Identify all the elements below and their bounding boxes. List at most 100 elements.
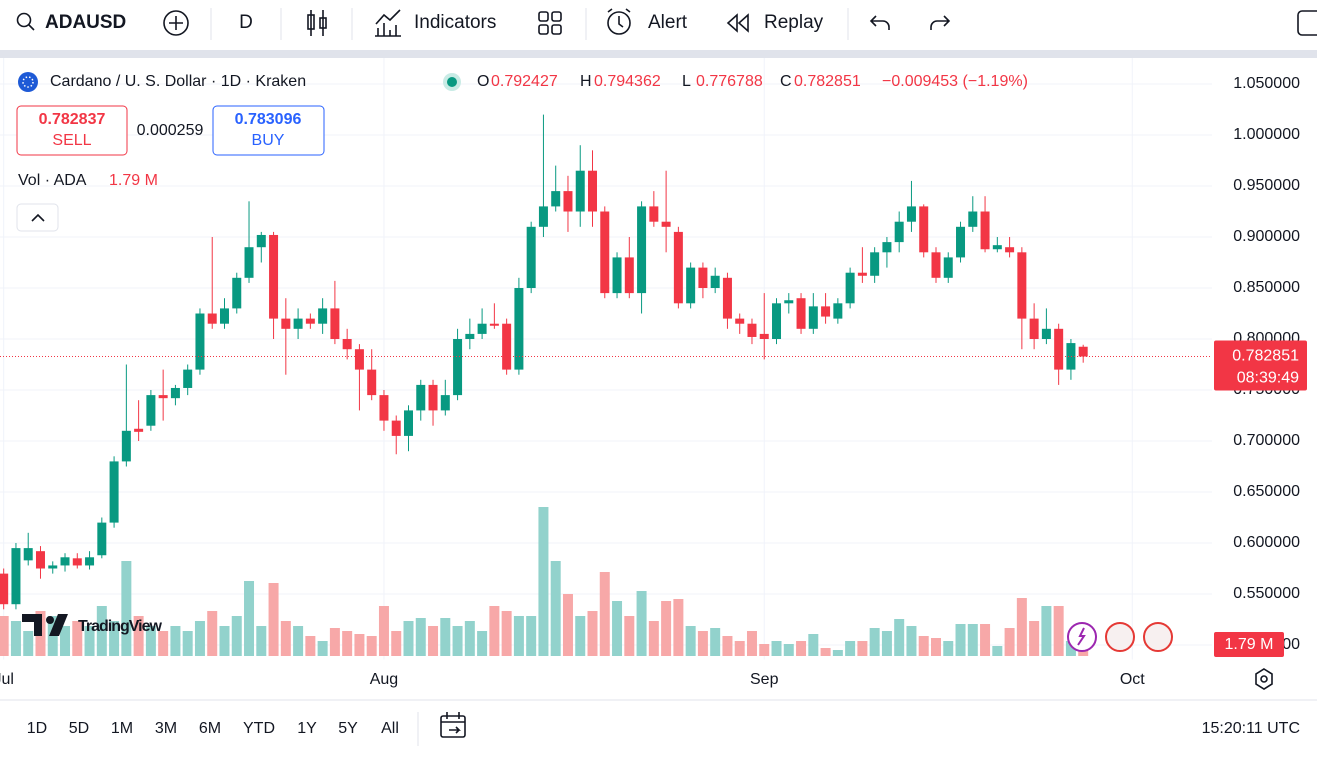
- y-tick-label: 0.850000: [1233, 279, 1300, 296]
- volume-bar: [280, 621, 291, 656]
- indicators-label: Indicators: [414, 12, 496, 33]
- indicators-button[interactable]: Indicators: [375, 9, 496, 37]
- volume-bar: [538, 507, 549, 656]
- volume-bar: [145, 626, 156, 656]
- volume-bar: [428, 626, 439, 656]
- candle-body: [833, 303, 843, 319]
- ohlc-letter: H: [580, 73, 592, 90]
- logo-mark: [22, 614, 42, 636]
- range-bar: 1D 5D 1M 3M 6M YTD 1Y 5Y All: [27, 720, 399, 737]
- volume-bar: [881, 631, 892, 656]
- ohlc-value: 0.794362: [594, 73, 661, 90]
- volume-value: 1.79 M: [109, 172, 158, 189]
- candle-body: [502, 323, 512, 370]
- y-tick-label: 0.650000: [1233, 483, 1300, 500]
- volume-bar: [955, 624, 966, 656]
- sell-button[interactable]: [16, 105, 128, 156]
- alert-button[interactable]: Alert: [607, 8, 688, 35]
- range-button[interactable]: 1Y: [297, 720, 317, 737]
- symbol-logo-dots: [22, 76, 34, 88]
- flag-badge: [1143, 622, 1173, 652]
- buy-button[interactable]: [212, 105, 325, 156]
- candle-body: [722, 277, 732, 319]
- logo-mark: [46, 616, 54, 624]
- volume-bar: [1053, 606, 1064, 656]
- candle-body: [514, 288, 524, 370]
- range-button[interactable]: 5D: [69, 720, 89, 737]
- redo-button[interactable]: [930, 15, 951, 30]
- grid-icon: [551, 24, 562, 35]
- layouts-button[interactable]: [538, 11, 562, 35]
- undo-button[interactable]: [869, 15, 890, 30]
- symbol: ADAUSD: [45, 12, 126, 33]
- candle-body: [109, 461, 119, 523]
- calendar-icon: [440, 715, 466, 738]
- candle-body: [391, 420, 401, 436]
- symbol-search[interactable]: ADAUSD: [16, 12, 127, 33]
- interval[interactable]: D: [239, 12, 253, 33]
- ohlc-letter: C: [780, 73, 792, 90]
- range-button[interactable]: 1D: [27, 720, 47, 737]
- candle-body: [894, 221, 904, 243]
- candle-body: [772, 303, 782, 340]
- volume-bar: [845, 641, 856, 656]
- chart-pane: [0, 58, 1212, 660]
- volume-bar: [158, 631, 169, 656]
- volume-bar: [121, 561, 132, 656]
- axis-settings[interactable]: [1255, 668, 1273, 690]
- candle-body: [1078, 346, 1088, 357]
- candle-icon-body: [319, 17, 327, 29]
- symbol-logo: [18, 72, 38, 92]
- range-button[interactable]: 6M: [199, 720, 221, 737]
- volume-bar: [759, 644, 770, 656]
- range-button[interactable]: 3M: [155, 720, 177, 737]
- candle-body: [11, 548, 21, 605]
- volume-bar: [317, 641, 328, 656]
- candle-body: [416, 384, 426, 411]
- volume-bar: [84, 626, 95, 656]
- candle-body: [72, 558, 82, 566]
- candle-body: [330, 308, 340, 340]
- volume-bar: [256, 626, 267, 656]
- candle-body: [747, 323, 757, 337]
- range-button[interactable]: 5Y: [338, 720, 358, 737]
- volume-bar: [170, 626, 181, 656]
- search-icon: [16, 12, 32, 28]
- candle-body: [538, 206, 548, 227]
- chart-type[interactable]: [307, 10, 327, 36]
- logo-mark: [49, 614, 68, 636]
- range-button[interactable]: 1M: [111, 720, 133, 737]
- volume-bar: [452, 626, 463, 656]
- range-button[interactable]: YTD: [243, 720, 275, 737]
- volume-bar: [918, 636, 929, 656]
- tradingview-logo: TradingView: [22, 614, 164, 636]
- volume-bar: [746, 631, 757, 656]
- candle-body: [563, 191, 573, 212]
- add-symbol[interactable]: [163, 10, 189, 36]
- volume-bar: [10, 621, 21, 656]
- candle-body: [588, 170, 598, 212]
- volume-bar: [477, 631, 488, 656]
- range-button[interactable]: All: [381, 720, 399, 737]
- fullscreen-button[interactable]: [1297, 10, 1317, 36]
- candle-body: [759, 333, 769, 340]
- sell-label: SELL: [52, 132, 91, 149]
- collapse-button[interactable]: [16, 203, 59, 232]
- volume-bar: [464, 621, 475, 656]
- go-to-date[interactable]: [440, 712, 466, 738]
- x-tick-label: Oct: [1120, 671, 1145, 688]
- collapse-caret: [31, 213, 45, 222]
- candle-body: [269, 234, 279, 319]
- replay-button[interactable]: Replay: [726, 12, 824, 33]
- candle-body: [1029, 318, 1039, 340]
- ohlc-value: 0.792427: [491, 73, 558, 90]
- candle-body: [1054, 328, 1064, 370]
- volume-bar: [133, 616, 144, 656]
- candle-body: [305, 318, 315, 324]
- candle-body: [784, 300, 794, 304]
- chart-title: Cardano / U. S. Dollar · 1D · Kraken: [50, 73, 306, 90]
- candle-body: [710, 275, 720, 289]
- candle-body: [612, 257, 622, 294]
- add-icon: [163, 10, 189, 36]
- candle-body: [158, 395, 168, 399]
